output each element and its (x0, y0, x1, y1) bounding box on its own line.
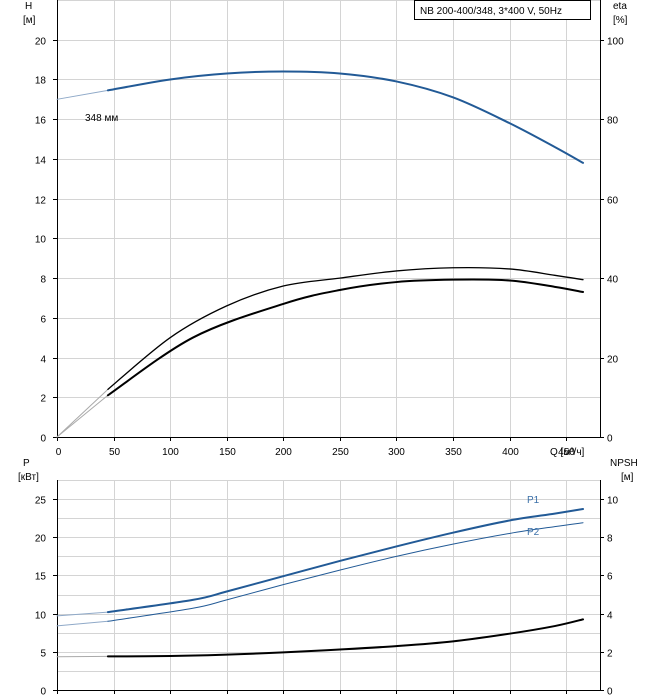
flow-tick-label: 0 (56, 447, 62, 458)
flow-tick-label: 400 (502, 447, 519, 458)
eta-tick-label: 20 (607, 355, 619, 366)
npsh-tick-label: 0 (607, 687, 613, 698)
top-eta2-curve (106, 278, 585, 397)
head-axis-title: H (25, 1, 32, 12)
eta-tick-label: 0 (607, 434, 613, 445)
eta-axis-title: eta (613, 1, 627, 12)
flow-tick-label: 250 (332, 447, 349, 458)
bottom-p1-extrapolated-curve (56, 611, 109, 617)
head-tick-label: 10 (35, 235, 47, 246)
title-box (414, 0, 591, 20)
bottom-npsh-curve (106, 618, 585, 658)
flow-tick-label: 50 (109, 447, 121, 458)
npsh-tick-label: 8 (607, 534, 613, 545)
npsh-tick-label: 10 (607, 496, 619, 507)
chart-title: NB 200-400/348, 3*400 V, 50Hz (420, 6, 562, 17)
flow-tick-label: 450 (558, 447, 575, 458)
flow-tick-label: 100 (162, 447, 179, 458)
head-tick-label: 4 (40, 355, 46, 366)
p2-label: P2 (527, 527, 540, 538)
bottom-p2-curve (107, 522, 584, 622)
power-tick-label: 25 (35, 496, 47, 507)
power-tick-label: 5 (40, 649, 46, 660)
top-h-curve (106, 70, 585, 164)
bottom-p2-extrapolated-curve (56, 620, 109, 627)
npsh-tick-label: 4 (607, 611, 613, 622)
bottom-panel-series (56, 508, 585, 658)
head-tick-label: 14 (35, 156, 47, 167)
flow-tick-label: 350 (445, 447, 462, 458)
impeller-diameter-label: 348 мм (85, 113, 118, 124)
top-h-extrapolated-curve (56, 89, 109, 100)
power-tick-label: 20 (35, 534, 47, 545)
npsh-axis-title: NPSH (610, 458, 638, 469)
p1-label: P1 (527, 495, 540, 506)
top-panel-series (56, 70, 585, 438)
eta-tick-label: 80 (607, 116, 619, 127)
flow-axis-title: Q [м³/ч] (550, 447, 585, 458)
head-tick-label: 20 (35, 37, 47, 48)
top-eta-curve (107, 266, 584, 390)
head-tick-label: 0 (40, 434, 46, 445)
power-tick-label: 15 (35, 572, 47, 583)
head-tick-label: 2 (40, 394, 46, 405)
head-axis-unit: [м] (23, 15, 36, 26)
bottom-panel-grid (57, 480, 600, 690)
head-tick-label: 8 (40, 275, 46, 286)
top-eta2-extrapolated-curve (56, 394, 109, 438)
bottom-p1-curve (106, 508, 585, 614)
eta-axis-unit: [%] (613, 15, 628, 26)
npsh-tick-label: 6 (607, 572, 613, 583)
flow-tick-label: 150 (219, 447, 236, 458)
eta-tick-label: 60 (607, 196, 619, 207)
bottom-panel-ticks: 0 5 10 15 20 25 0 2 4 6 8 10 (35, 496, 619, 698)
head-tick-label: 6 (40, 315, 46, 326)
eta-tick-label: 100 (607, 37, 624, 48)
flow-tick-label: 200 (275, 447, 292, 458)
flow-tick-label: 300 (388, 447, 405, 458)
top-eta-extrapolated-curve (56, 388, 109, 438)
eta-tick-label: 40 (607, 275, 619, 286)
power-tick-label: 10 (35, 611, 47, 622)
power-axis-unit: [кВт] (18, 472, 39, 483)
power-axis-title: P (23, 458, 30, 469)
head-tick-label: 18 (35, 76, 47, 87)
npsh-tick-label: 2 (607, 649, 613, 660)
head-tick-label: 16 (35, 116, 47, 127)
power-tick-label: 0 (40, 687, 46, 698)
npsh-axis-unit: [м] (621, 472, 634, 483)
head-tick-label: 12 (35, 196, 47, 207)
